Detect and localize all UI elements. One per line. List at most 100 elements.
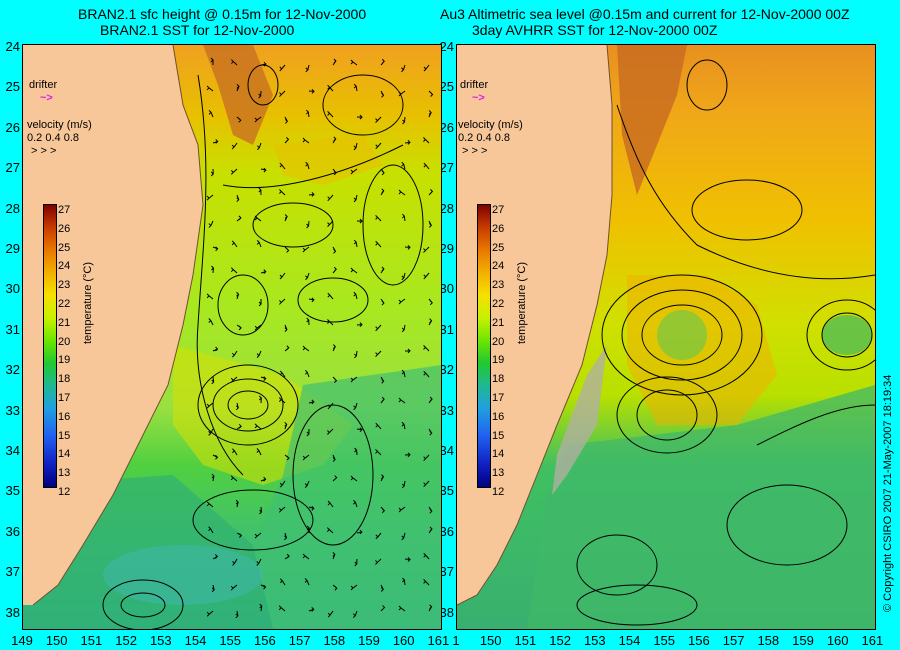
colorbar-tick-label: 17 <box>58 392 71 404</box>
velocity-arrow <box>231 59 238 66</box>
velocity-arrow <box>231 142 238 150</box>
velocity-arrow <box>327 428 334 435</box>
velocity-arrow <box>353 402 358 411</box>
velocity-arrow <box>356 427 363 433</box>
velocity-arrow <box>375 240 382 248</box>
velocity-arrow <box>256 142 262 151</box>
velocity-arrow <box>211 473 215 482</box>
velocity-arrow <box>380 605 386 612</box>
velocity-arrow <box>212 139 219 144</box>
colorbar-tick-label: 13 <box>492 467 505 480</box>
left-sst-map <box>23 45 441 629</box>
velocity-arrow <box>404 452 411 458</box>
left-velocity-values: 0.2 0.4 0.8 <box>27 132 79 144</box>
velocity-arrow <box>404 348 411 354</box>
velocity-arrow <box>230 267 238 274</box>
right-x-tick-label: 157 <box>722 633 745 648</box>
velocity-arrow <box>278 605 286 612</box>
velocity-arrow <box>306 220 310 229</box>
velocity-arrow <box>428 318 433 326</box>
velocity-arrow <box>278 506 286 513</box>
velocity-arrow <box>230 168 238 175</box>
right-y-tick-label: 32 <box>439 362 454 378</box>
velocity-arrow <box>380 58 385 66</box>
velocity-arrow <box>236 532 243 538</box>
right-map-panel <box>456 44 876 630</box>
velocity-arrow <box>256 558 262 566</box>
velocity-arrow <box>428 298 433 306</box>
velocity-arrow <box>332 344 337 352</box>
velocity-arrow <box>236 291 240 300</box>
right-velocity-arrows: > > > <box>462 145 488 157</box>
velocity-arrow <box>423 137 430 144</box>
velocity-arrow <box>308 506 315 511</box>
velocity-arrow <box>398 605 406 612</box>
colorbar-tick-label: 12 <box>58 486 71 498</box>
left-y-tick-label: 37 <box>5 564 20 580</box>
velocity-arrow <box>327 319 334 326</box>
velocity-arrow <box>210 57 214 66</box>
velocity-arrow <box>236 423 242 430</box>
right-title-line1: Au3 Altimetric sea level @0.15m and curr… <box>440 6 850 22</box>
velocity-arrow <box>375 532 382 540</box>
velocity-arrow <box>260 269 267 275</box>
velocity-arrow <box>356 529 363 535</box>
velocity-arrow <box>327 500 334 508</box>
velocity-arrow <box>380 188 385 196</box>
velocity-arrow <box>428 428 433 436</box>
right-x-tick-label: 158 <box>757 633 780 648</box>
left-x-tick-label: 156 <box>254 633 276 648</box>
velocity-arrow <box>401 421 406 430</box>
right-y-tick-label: 25 <box>439 79 454 95</box>
velocity-arrow <box>230 376 238 383</box>
velocity-arrow <box>350 168 358 175</box>
velocity-arrow <box>279 189 286 196</box>
velocity-arrow <box>352 610 358 619</box>
right-y-tick-label: 37 <box>439 564 454 580</box>
velocity-arrow <box>306 428 310 437</box>
colorbar-tick-label: 14 <box>492 448 505 461</box>
colorbar-tick-label: 21 <box>58 316 71 329</box>
velocity-arrow <box>258 90 262 99</box>
velocity-arrow <box>284 246 290 253</box>
velocity-arrow <box>428 189 434 196</box>
right-x-tick-label: 153 <box>583 633 606 648</box>
velocity-arrow <box>380 266 385 274</box>
velocity-arrow <box>350 584 358 591</box>
velocity-arrow <box>327 292 334 300</box>
left-x-tick-label: 161 <box>427 633 450 648</box>
velocity-arrow <box>206 610 214 617</box>
velocity-arrow <box>306 525 310 534</box>
velocity-arrow <box>350 267 358 274</box>
velocity-arrow <box>350 59 358 66</box>
right-y-tick-label: 35 <box>439 483 454 499</box>
left-x-tick-label: 153 <box>149 633 172 648</box>
colorbar-tick-label: 19 <box>58 354 71 367</box>
colorbar-tick-label: 20 <box>492 335 505 348</box>
right-y-tick-label: 33 <box>439 402 454 418</box>
velocity-arrow <box>380 298 385 306</box>
colorbar-tick-label: 15 <box>58 429 71 442</box>
right-velocity-label: velocity (m/s) <box>458 119 523 131</box>
colorbar-tick-label: 12 <box>492 486 505 498</box>
velocity-arrow <box>260 61 267 67</box>
velocity-arrow <box>208 220 214 228</box>
velocity-arrow <box>375 449 382 456</box>
velocity-arrow <box>211 376 215 385</box>
left-x-tick-label: 157 <box>288 633 311 648</box>
left-y-tick-label: 36 <box>5 523 20 539</box>
velocity-arrow <box>423 370 430 378</box>
left-y-tick-label: 28 <box>5 200 20 216</box>
left-title-line1: BRAN2.1 sfc height @ 0.15m for 12-Nov-20… <box>78 6 367 22</box>
right-y-tick-label: 24 <box>439 39 454 54</box>
velocity-arrow <box>353 83 358 92</box>
velocity-arrow <box>230 584 238 591</box>
velocity-arrow <box>305 161 310 170</box>
velocity-arrow <box>423 345 430 352</box>
colorbar-tick-label: 18 <box>58 373 71 386</box>
copyright-text: © Copyright CSIRO 2007 21-May-2007 18:19… <box>882 374 894 612</box>
velocity-arrow <box>353 499 358 508</box>
velocity-arrow <box>206 501 214 508</box>
colorbar-tick-label: 13 <box>58 467 71 480</box>
velocity-arrow <box>284 137 290 144</box>
